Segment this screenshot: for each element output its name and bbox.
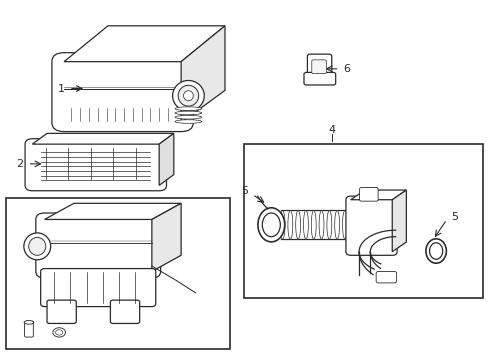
- Polygon shape: [181, 26, 224, 123]
- FancyBboxPatch shape: [25, 139, 166, 191]
- FancyBboxPatch shape: [304, 72, 335, 85]
- Ellipse shape: [303, 211, 308, 239]
- FancyBboxPatch shape: [345, 196, 396, 255]
- FancyBboxPatch shape: [52, 53, 193, 132]
- Ellipse shape: [262, 213, 280, 237]
- FancyBboxPatch shape: [375, 271, 396, 283]
- Ellipse shape: [311, 211, 316, 239]
- Ellipse shape: [428, 243, 442, 259]
- FancyBboxPatch shape: [5, 198, 229, 348]
- Polygon shape: [159, 134, 173, 185]
- Ellipse shape: [425, 239, 446, 263]
- Ellipse shape: [53, 328, 65, 337]
- FancyBboxPatch shape: [41, 269, 156, 307]
- Polygon shape: [152, 203, 181, 271]
- Ellipse shape: [29, 237, 46, 255]
- FancyBboxPatch shape: [47, 300, 76, 323]
- Ellipse shape: [280, 211, 285, 239]
- Text: 5: 5: [241, 186, 248, 197]
- FancyBboxPatch shape: [110, 300, 140, 323]
- Polygon shape: [32, 134, 173, 144]
- Ellipse shape: [175, 116, 202, 119]
- Ellipse shape: [175, 111, 202, 115]
- Polygon shape: [350, 190, 406, 200]
- Polygon shape: [391, 190, 406, 252]
- Text: 2: 2: [17, 159, 23, 169]
- Ellipse shape: [178, 85, 198, 106]
- FancyBboxPatch shape: [307, 54, 331, 78]
- Text: 1: 1: [58, 84, 65, 94]
- Polygon shape: [44, 203, 181, 220]
- Ellipse shape: [334, 211, 339, 239]
- Ellipse shape: [342, 211, 346, 239]
- Ellipse shape: [326, 211, 331, 239]
- Ellipse shape: [175, 120, 202, 123]
- Ellipse shape: [24, 233, 51, 260]
- Text: 6: 6: [342, 64, 349, 74]
- Ellipse shape: [172, 81, 204, 111]
- Ellipse shape: [183, 91, 193, 101]
- Text: 3: 3: [107, 244, 114, 255]
- FancyBboxPatch shape: [244, 144, 483, 298]
- FancyBboxPatch shape: [359, 188, 377, 201]
- Ellipse shape: [295, 211, 300, 239]
- Ellipse shape: [175, 107, 202, 111]
- Ellipse shape: [24, 320, 34, 324]
- Ellipse shape: [287, 211, 292, 239]
- FancyBboxPatch shape: [36, 213, 160, 278]
- FancyBboxPatch shape: [311, 60, 326, 73]
- Text: 5: 5: [450, 212, 457, 222]
- Ellipse shape: [56, 330, 63, 335]
- Ellipse shape: [257, 208, 284, 242]
- Ellipse shape: [319, 211, 324, 239]
- FancyBboxPatch shape: [24, 321, 33, 337]
- Polygon shape: [64, 26, 224, 62]
- Text: 4: 4: [328, 125, 335, 135]
